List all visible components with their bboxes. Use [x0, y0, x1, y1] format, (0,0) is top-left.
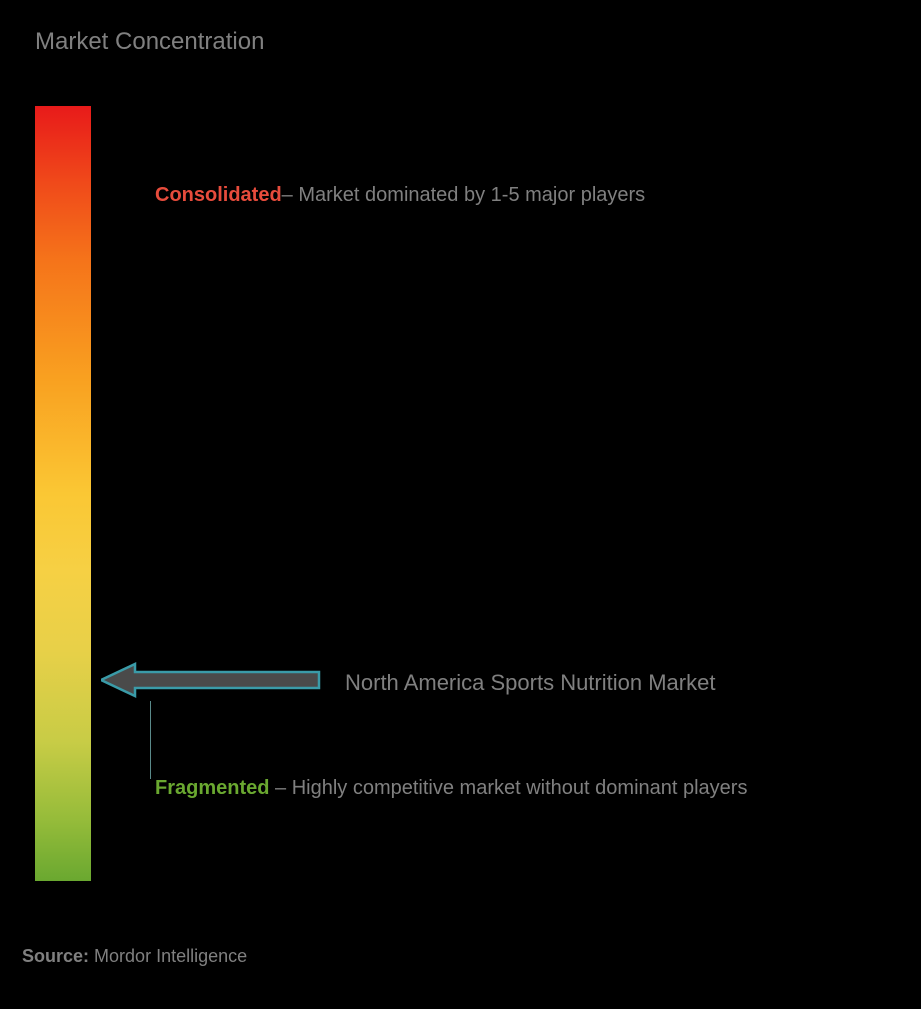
consolidated-description: – Market dominated by 1-5 major players: [282, 184, 646, 207]
source-label: Source:: [22, 946, 89, 966]
consolidated-term: Consolidated: [155, 184, 282, 207]
indicator-label: North America Sports Nutrition Market: [345, 670, 715, 696]
source-attribution: Source: Mordor Intelligence: [22, 946, 247, 967]
concentration-gradient-bar: [35, 106, 91, 881]
indicator-arrow: [101, 661, 321, 699]
chart-title: Market Concentration: [35, 28, 891, 56]
source-text: Mordor Intelligence: [94, 946, 247, 966]
chart-container: Market Concentration Consolidated – Mark…: [0, 0, 921, 1009]
fragmented-label: Fragmented – Highly competitive market w…: [155, 766, 747, 810]
chart-area: Consolidated – Market dominated by 1-5 m…: [35, 106, 891, 906]
fragmented-description: – Highly competitive market without domi…: [275, 777, 747, 799]
fragmented-term: Fragmented: [155, 777, 269, 799]
indicator-connector-line: [150, 701, 151, 779]
consolidated-label: Consolidated – Market dominated by 1-5 m…: [155, 184, 645, 207]
arrow-icon: [101, 661, 321, 699]
